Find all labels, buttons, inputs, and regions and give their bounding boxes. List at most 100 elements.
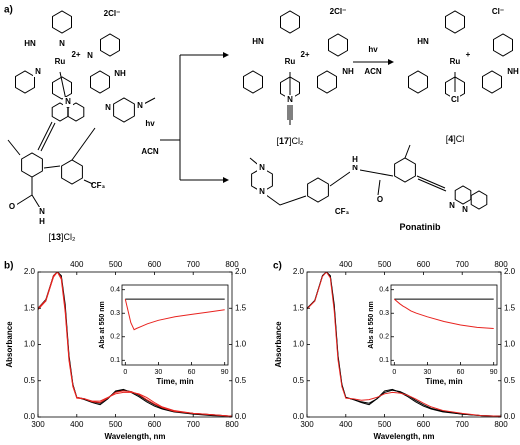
rings <box>15 10 513 210</box>
y-axis-title: Absorbance <box>274 321 283 368</box>
y2-tick-label: 1.5 <box>504 303 516 312</box>
y2-tick-label: 0.5 <box>504 376 516 385</box>
ring <box>113 97 135 123</box>
atom-label: H <box>39 217 45 226</box>
ring <box>52 10 72 34</box>
series-line <box>393 298 494 329</box>
atom-bg <box>33 67 43 77</box>
inset-x-tick-label: 90 <box>221 369 229 376</box>
x-tick-label: 600 <box>148 420 162 429</box>
atom-label: NH <box>507 67 519 76</box>
inset-x-title: Time, min <box>425 377 462 386</box>
compound-name: [4]Cl <box>446 134 465 144</box>
x-tick-label: 800 <box>494 420 508 429</box>
atom-bg <box>37 207 47 217</box>
atom-label: N <box>137 101 143 110</box>
atom-bg <box>103 103 113 113</box>
atom-bg <box>300 50 310 60</box>
ring <box>90 70 110 94</box>
atom-bg <box>253 37 263 47</box>
x-tick-label: 700 <box>456 420 470 429</box>
inset-y-tick-label: 0.2 <box>110 334 120 341</box>
atom-label: N <box>449 201 455 210</box>
ring <box>243 70 263 94</box>
inset-y-title: Abs at 550 nm <box>99 301 106 348</box>
y2-tick-label: 0.0 <box>235 412 247 421</box>
inset-frame <box>121 284 229 366</box>
ring <box>61 159 83 185</box>
x2-tick-label: 600 <box>148 260 162 269</box>
inset-x-tick-label: 90 <box>490 369 498 376</box>
atom-label: O <box>377 195 383 204</box>
panel-label: b) <box>4 261 13 272</box>
atom-label: N <box>59 39 65 48</box>
inset-y-tick-label: 0.3 <box>379 310 389 317</box>
atom-bg <box>343 67 353 77</box>
compound-name: [17]Cl₂ <box>276 136 304 146</box>
atom-bg <box>135 101 145 111</box>
y-tick-label: 1.0 <box>293 340 305 349</box>
inset-y-tick-label: 0.1 <box>379 357 389 364</box>
inset-x-tick-label: 60 <box>457 369 465 376</box>
y2-tick-label: 2.0 <box>235 267 247 276</box>
ring <box>445 10 465 34</box>
x2-tick-label: 500 <box>378 260 392 269</box>
counterion: 2Cl⁻ <box>330 7 347 16</box>
atom-bg <box>257 163 267 173</box>
ring <box>317 70 337 94</box>
atom-bg <box>447 201 457 211</box>
y-tick-label: 1.0 <box>24 340 36 349</box>
atom-label: N <box>259 187 265 196</box>
atom-bg <box>460 205 470 215</box>
x-tick-label: 400 <box>339 420 353 429</box>
y2-tick-label: 1.5 <box>235 303 247 312</box>
y-tick-label: 2.0 <box>24 267 36 276</box>
x2-tick-label: 700 <box>187 260 201 269</box>
ring <box>482 70 502 94</box>
inset-x-tick-label: 0 <box>123 369 127 376</box>
atom-label: CF₃ <box>335 207 350 216</box>
atom-bg <box>7 202 17 212</box>
ring <box>52 76 72 100</box>
x-tick-label: 300 <box>300 420 314 429</box>
inset-x-tick-label: 0 <box>392 369 396 376</box>
panel-label: c) <box>273 261 282 272</box>
inset-y-tick-label: 0.2 <box>379 334 389 341</box>
x-tick-label: 300 <box>31 420 45 429</box>
atom-label: CF₃ <box>91 181 106 190</box>
atom-label: N <box>462 205 468 214</box>
atom-bg <box>350 155 360 165</box>
compound-name: [13]Cl₂ <box>48 232 76 242</box>
ring <box>21 152 43 178</box>
ring <box>408 70 428 94</box>
atom-label: Ru <box>450 57 461 66</box>
y-tick-label: 0.5 <box>24 376 36 385</box>
atom-label: O <box>9 202 15 211</box>
ring <box>15 70 35 94</box>
atom-bg <box>350 163 360 173</box>
atom-bg <box>285 57 295 67</box>
inset-x-title: Time, min <box>156 377 193 386</box>
ring <box>100 33 120 57</box>
x-axis-title: Wavelength, nm <box>104 432 165 441</box>
series-line <box>38 272 232 417</box>
y-tick-label: 0.5 <box>293 376 305 385</box>
ring <box>470 190 488 210</box>
x2-tick-label: 400 <box>70 260 84 269</box>
atom-label: NH <box>342 67 354 76</box>
name-part: Ponatinib <box>400 222 441 232</box>
x2-tick-label: 500 <box>109 260 123 269</box>
atom-label: Ru <box>285 57 296 66</box>
atom-bg <box>71 50 81 60</box>
x-tick-label: 800 <box>225 420 239 429</box>
series-line <box>307 272 501 417</box>
x2-tick-label: 600 <box>417 260 431 269</box>
x2-tick-label: 800 <box>494 260 508 269</box>
name-part: ]Cl₂ <box>289 136 304 146</box>
atom-bg <box>25 39 35 49</box>
inset-bg <box>391 285 497 365</box>
atom-label: N <box>35 67 41 76</box>
x-tick-label: 700 <box>187 420 201 429</box>
counterion: Cl⁻ <box>492 7 504 16</box>
y-tick-label: 1.5 <box>24 303 36 312</box>
